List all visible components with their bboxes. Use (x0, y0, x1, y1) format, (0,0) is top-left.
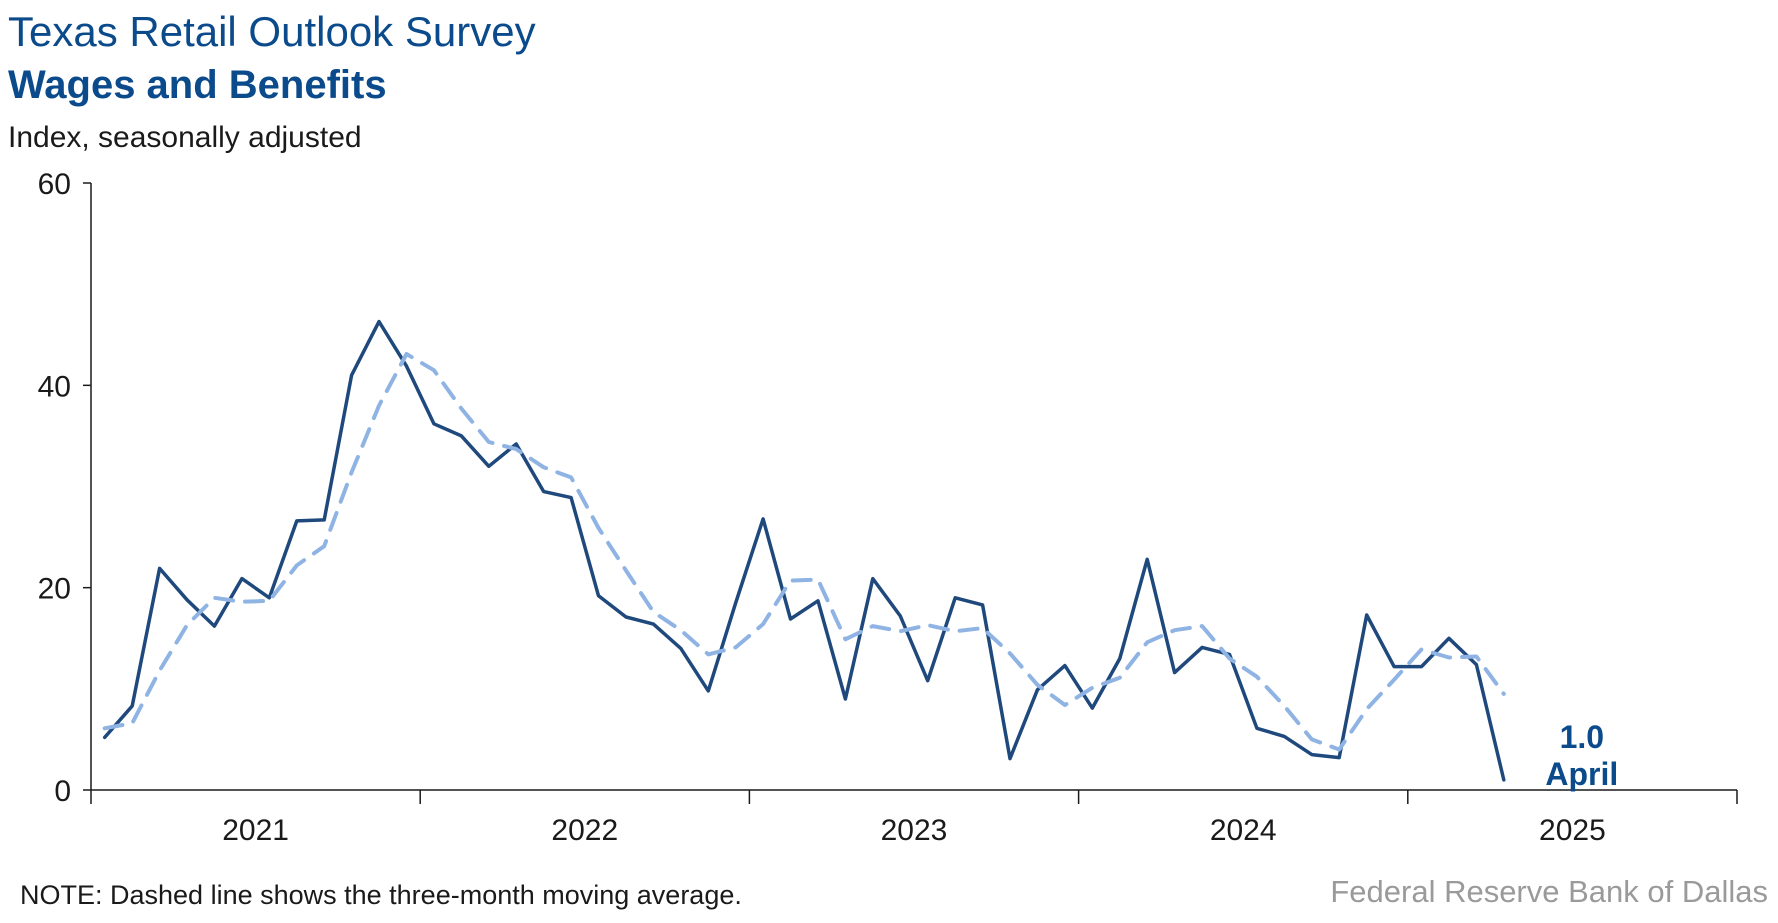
y-tick-label: 0 (54, 775, 71, 808)
y-axis-unit-label: Index, seasonally adjusted (8, 121, 362, 154)
chart-subtitle: Wages and Benefits (8, 63, 387, 107)
y-tick-label: 40 (38, 370, 71, 403)
x-tick-label: 2021 (222, 814, 289, 847)
footnote: NOTE: Dashed line shows the three-month … (20, 880, 742, 910)
moving-average-line (102, 352, 1506, 752)
source-credit: Federal Reserve Bank of Dallas (1330, 874, 1768, 909)
index-line (102, 319, 1506, 782)
x-tick-label: 2025 (1539, 814, 1606, 847)
latest-value-annotation: 1.0 (1560, 719, 1604, 755)
x-tick-label: 2023 (881, 814, 948, 847)
y-tick-label: 20 (38, 573, 71, 606)
chart-title: Texas Retail Outlook Survey (8, 8, 536, 55)
y-tick-label: 60 (38, 168, 71, 201)
x-tick-label: 2022 (551, 814, 618, 847)
x-tick-label: 2024 (1210, 814, 1277, 847)
latest-month-annotation: April (1545, 756, 1618, 792)
